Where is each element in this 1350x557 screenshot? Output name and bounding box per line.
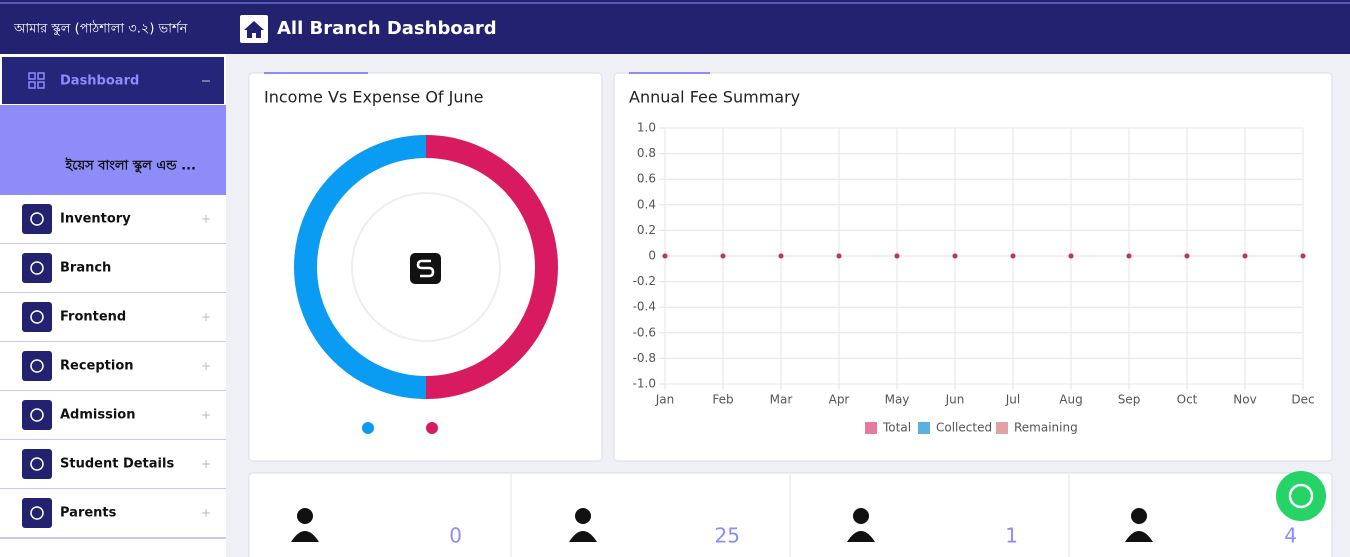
menu-glyph <box>30 261 44 275</box>
legend-dot <box>426 422 438 434</box>
data-point <box>836 253 842 259</box>
chart-title: Annual Fee Summary <box>629 88 800 107</box>
center-logo-glyph <box>416 259 435 278</box>
home-icon <box>244 21 264 38</box>
stat-icon <box>297 508 313 524</box>
x-tick-label: Jun <box>945 393 965 407</box>
school-name: ইয়েস বাংলা স্কুল এন্ড ... <box>64 157 196 175</box>
menu-label: Inventory <box>60 212 131 227</box>
menu-glyph <box>30 212 44 226</box>
y-tick-label: -0.8 <box>633 351 656 365</box>
menu-label: Branch <box>60 261 111 276</box>
menu-label: Parents <box>60 506 117 521</box>
data-point <box>894 253 900 259</box>
x-tick-label: Oct <box>1177 393 1198 407</box>
x-tick-label: Dec <box>1291 393 1314 407</box>
y-tick-label: -0.2 <box>633 274 656 288</box>
stat-icon <box>1131 508 1147 524</box>
stat-icon <box>569 531 597 542</box>
y-tick-label: 0.4 <box>637 197 656 211</box>
data-point <box>1300 253 1306 259</box>
menu-glyph <box>30 310 44 324</box>
data-point <box>1010 253 1016 259</box>
menu-label: Dashboard <box>60 74 139 89</box>
stat-value: 1 <box>1005 524 1018 548</box>
menu-icon <box>22 498 52 528</box>
menu-icon <box>22 302 52 332</box>
x-tick-label: Mar <box>770 393 793 407</box>
data-point <box>1068 253 1074 259</box>
y-tick-label: -1.0 <box>633 377 656 391</box>
legend-swatch <box>996 422 1008 434</box>
x-tick-label: Jan <box>655 393 675 407</box>
donut-segment <box>294 135 427 399</box>
x-tick-label: Aug <box>1059 393 1082 407</box>
x-tick-label: Feb <box>712 393 733 407</box>
legend-swatch <box>918 422 930 434</box>
app-name: আমার স্কুল (পাঠশালা ৩.২) ভার্শন <box>13 21 188 37</box>
menu-label: Student Details <box>60 457 174 472</box>
menu-icon <box>22 253 52 283</box>
inner-ring <box>351 192 501 342</box>
y-tick-label: 0.8 <box>637 146 656 160</box>
menu-glyph <box>30 506 44 520</box>
legend-label: Collected <box>936 421 992 435</box>
y-tick-label: -0.6 <box>633 325 656 339</box>
y-tick-label: 0.2 <box>637 223 656 237</box>
x-tick-label: Jul <box>1005 393 1020 407</box>
donut-segment <box>425 135 558 399</box>
stat-icon <box>575 508 591 524</box>
data-point <box>662 253 668 259</box>
page-title: All Branch Dashboard <box>277 18 497 39</box>
y-tick-label: 0.6 <box>637 172 656 186</box>
x-tick-label: Apr <box>829 393 850 407</box>
menu-label: Frontend <box>60 310 126 325</box>
school-banner <box>0 105 226 195</box>
menu-label: Reception <box>60 359 134 374</box>
x-tick-label: Sep <box>1118 393 1141 407</box>
data-point <box>720 253 726 259</box>
y-tick-label: -0.4 <box>633 300 656 314</box>
menu-icon <box>22 204 52 234</box>
legend-dot <box>362 422 374 434</box>
menu-icon <box>22 351 52 381</box>
whatsapp-icon <box>1288 483 1314 509</box>
data-point <box>778 253 784 259</box>
top-bar <box>0 0 1350 54</box>
data-point <box>952 253 958 259</box>
data-point <box>1126 253 1132 259</box>
data-point <box>1184 253 1190 259</box>
stat-icon <box>291 531 319 542</box>
stat-icon <box>853 508 869 524</box>
y-tick-label: 0 <box>648 249 656 263</box>
x-tick-label: May <box>885 393 910 407</box>
whatsapp-button[interactable] <box>1276 471 1326 521</box>
active-menu-item[interactable] <box>2 57 224 104</box>
menu-label: Admission <box>60 408 136 423</box>
stat-value: 0 <box>449 524 462 548</box>
x-tick-label: Nov <box>1233 393 1256 407</box>
card <box>613 72 1333 462</box>
menu-icon <box>22 400 52 430</box>
stat-value: 4 <box>1284 524 1297 548</box>
stat-value: 25 <box>715 524 740 548</box>
dashboard-icon <box>28 72 45 89</box>
menu-glyph <box>30 457 44 471</box>
menu-glyph <box>30 408 44 422</box>
legend-swatch <box>865 422 877 434</box>
stat-icon <box>847 531 875 542</box>
data-point <box>1242 253 1248 259</box>
stat-icon <box>1125 531 1153 542</box>
legend-label: Total <box>882 421 911 435</box>
legend-label: Remaining <box>1014 421 1078 435</box>
chart-title: Income Vs Expense Of June <box>264 88 483 107</box>
menu-glyph <box>30 359 44 373</box>
y-tick-label: 1.0 <box>637 121 656 135</box>
menu-icon <box>22 449 52 479</box>
